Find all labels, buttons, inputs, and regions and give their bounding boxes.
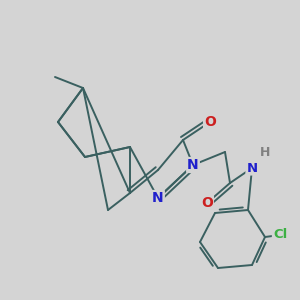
Text: N: N [246, 161, 258, 175]
Text: O: O [201, 196, 213, 210]
Text: O: O [204, 115, 216, 129]
Text: N: N [152, 191, 164, 205]
Text: N: N [187, 158, 199, 172]
Text: H: H [260, 146, 270, 160]
Text: Cl: Cl [273, 229, 287, 242]
